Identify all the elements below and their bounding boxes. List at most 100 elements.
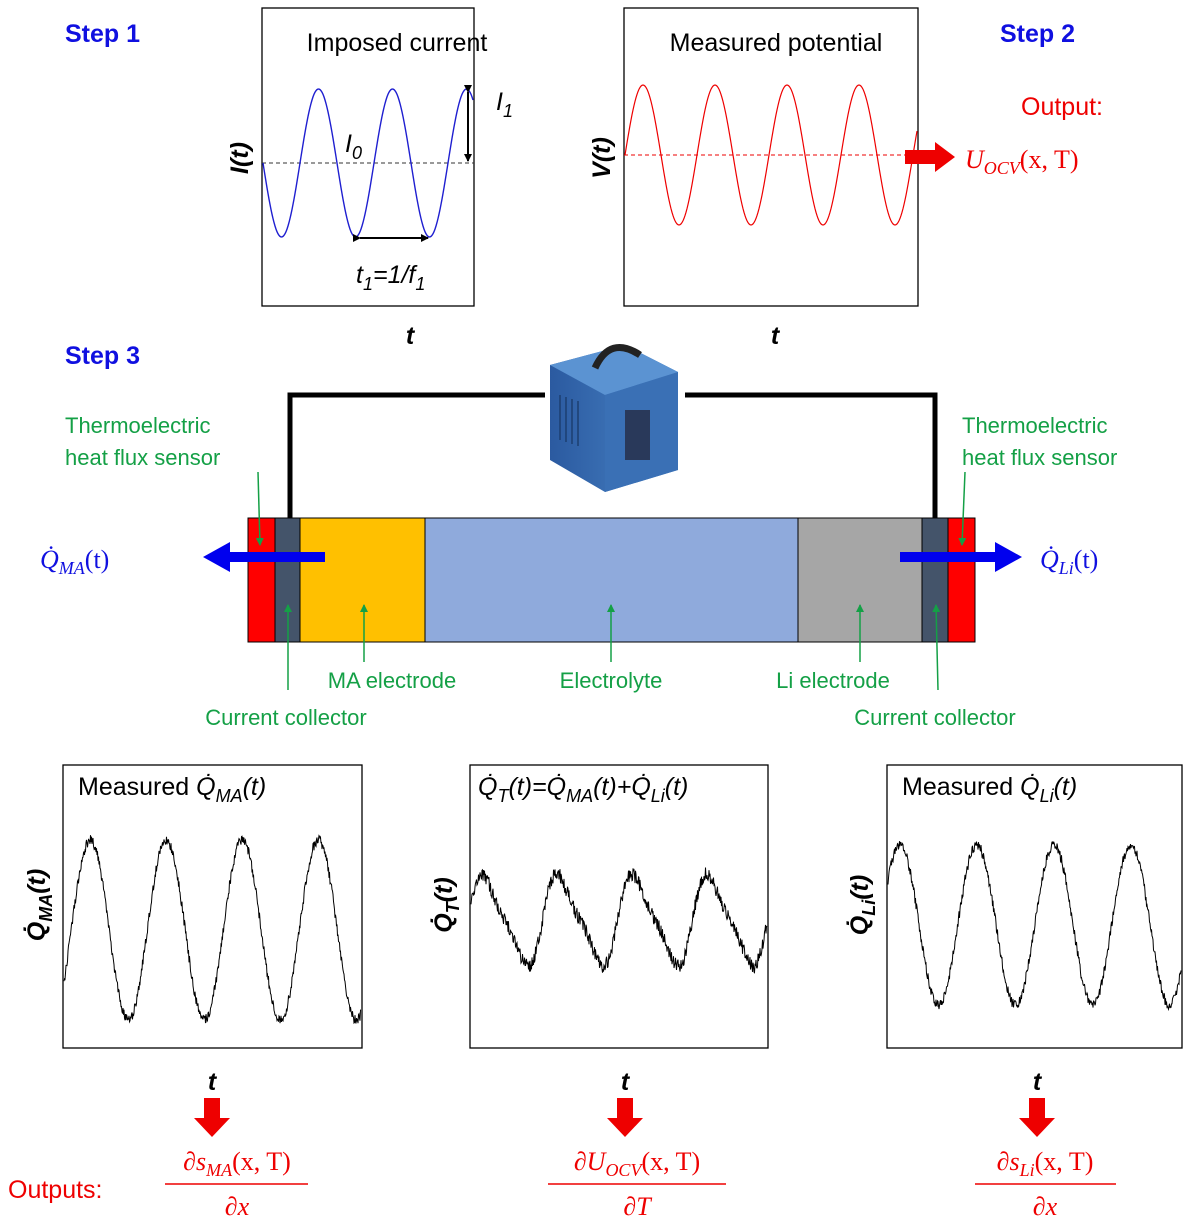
symbol: ∂s <box>183 1147 206 1176</box>
component-label: MA electrode <box>328 668 456 693</box>
subscript: OCV <box>984 158 1022 178</box>
numerator: ∂sLi(x, T) <box>997 1147 1094 1180</box>
pointer-lines <box>255 471 967 691</box>
panel-title: Imposed current <box>307 29 488 57</box>
denominator: ∂x <box>225 1192 250 1221</box>
symbol: Q̇ <box>196 772 215 801</box>
subscript: Li <box>1019 1160 1035 1180</box>
arguments: (t) <box>243 773 267 801</box>
heat-signal <box>470 867 768 974</box>
prefix: Measured <box>78 773 196 801</box>
heat-flux-arrow <box>900 542 1022 572</box>
x-axis-label: t <box>208 1068 218 1096</box>
denominator: ∂T <box>623 1192 652 1221</box>
panel-frame <box>623 7 919 307</box>
subscript: MA <box>205 1160 233 1180</box>
y-axis-label: Q̇Li(t) <box>845 875 879 935</box>
arguments: (t) <box>1054 773 1078 801</box>
symbol: Q̇ <box>22 921 51 941</box>
panel-title: Q̇T(t)=Q̇MA(t)+Q̇Li(t) <box>478 772 688 806</box>
y-axis-label: V(t) <box>588 137 616 179</box>
symbol: I <box>345 130 352 158</box>
panel-title: Measured Q̇MA(t) <box>78 772 266 806</box>
component-label: Current collector <box>205 705 366 730</box>
arguments: (t) <box>1074 545 1099 574</box>
subscript: MA <box>566 786 593 806</box>
equation: =1/f <box>373 261 418 289</box>
arguments: (t) <box>23 869 51 894</box>
subscript: Li <box>1040 786 1055 806</box>
heat-signal <box>887 841 1182 1012</box>
symbol: ∂U <box>574 1147 608 1176</box>
arguments: (t)= <box>508 773 546 801</box>
subscript: MA <box>58 558 86 578</box>
potentiostat <box>550 343 678 492</box>
subscript: Li <box>651 786 666 806</box>
step-label: Step 2 <box>1000 20 1075 48</box>
subscript: T <box>497 786 510 806</box>
subscript: 1 <box>363 274 373 294</box>
period-label: t1=1/f1 <box>356 261 425 294</box>
sensor-label: Thermoelectric <box>65 413 210 438</box>
output-label: Output: <box>1021 93 1103 121</box>
heat-flux-label: Q̇Li(t) <box>1040 545 1098 578</box>
symbol: Q̇ <box>478 772 497 801</box>
wire <box>287 392 545 520</box>
potential-wave <box>624 84 918 226</box>
step-label: Step 3 <box>65 342 140 370</box>
component-label: Electrolyte <box>560 668 663 693</box>
wire <box>685 392 938 520</box>
output-arrows <box>194 1098 1055 1137</box>
sensor-label: Thermoelectric <box>962 413 1107 438</box>
sensor-label: heat flux sensor <box>65 445 220 470</box>
output-arrow <box>905 142 955 172</box>
symbol: Q̇ <box>631 772 650 801</box>
heat-flux-arrow <box>203 542 325 572</box>
numerator: ∂sMA(x, T) <box>183 1147 291 1180</box>
subscript: MA <box>216 786 243 806</box>
panel-frame <box>886 764 1183 1049</box>
subscript: OCV <box>605 1160 643 1180</box>
x-axis-label: t <box>1033 1068 1043 1096</box>
component-label: Li electrode <box>776 668 890 693</box>
symbol: Q̇ <box>40 545 59 574</box>
symbol: I <box>496 88 503 116</box>
heat-signal <box>63 834 362 1025</box>
panel-title: Measured Q̇Li(t) <box>902 772 1077 806</box>
arguments: (t) <box>430 877 458 902</box>
symbol: Q̇ <box>547 772 566 801</box>
arguments: (x, T) <box>1035 1147 1094 1176</box>
arguments: (t)+ <box>593 773 631 801</box>
output-formulas: ∂sMA(x, T) ∂x ∂UOCV(x, T) ∂T ∂sLi(x, T) … <box>165 1147 1116 1221</box>
denominator: ∂x <box>1033 1192 1058 1221</box>
arguments: (x, T) <box>232 1147 291 1176</box>
x-axis-label: t <box>771 322 781 350</box>
subscript: Li <box>859 899 879 916</box>
symbol: U <box>965 145 986 174</box>
subscript: T <box>443 900 463 913</box>
symbol: Q̇ <box>845 915 874 935</box>
arguments: (t) <box>665 773 689 801</box>
sensor-label: heat flux sensor <box>962 445 1117 470</box>
numerator: ∂UOCV(x, T) <box>574 1147 700 1180</box>
y-axis-label: Q̇MA(t) <box>22 869 56 941</box>
x-axis-label: t <box>406 322 416 350</box>
subscript: 1 <box>415 274 425 294</box>
panel-title: Measured potential <box>670 29 883 57</box>
panel-frame <box>261 7 475 307</box>
symbol: Q̇ <box>1020 772 1039 801</box>
subscript: MA <box>36 894 56 922</box>
x-axis-label: t <box>621 1068 631 1096</box>
panel-frame <box>469 764 769 1049</box>
arguments: (t) <box>846 875 874 900</box>
symbol: Q̇ <box>429 913 458 933</box>
output-formula: UOCV(x, T) <box>965 145 1079 178</box>
i0-label: I0 <box>345 130 362 163</box>
i1-label: I1 <box>496 88 513 121</box>
arguments: (x, T) <box>641 1147 700 1176</box>
symbol: t <box>356 261 364 289</box>
subscript: 1 <box>503 101 513 121</box>
component-label: Current collector <box>854 705 1015 730</box>
outputs-label: Outputs: <box>8 1176 103 1204</box>
